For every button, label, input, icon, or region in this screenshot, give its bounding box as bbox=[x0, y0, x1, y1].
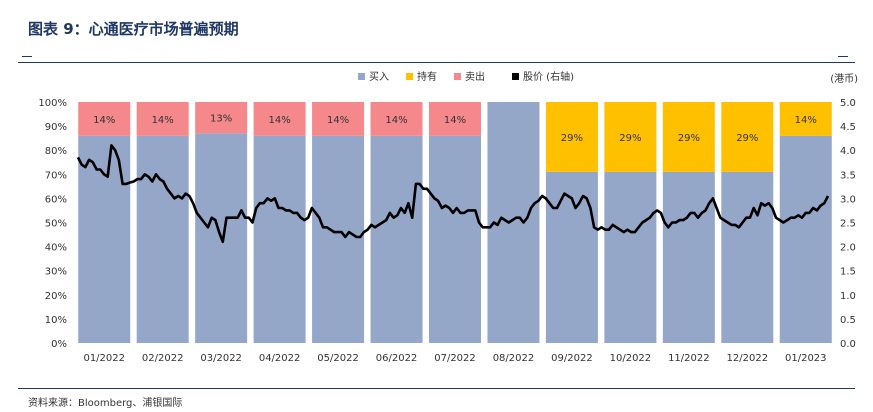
data-label: 29% bbox=[678, 133, 700, 144]
title-rule bbox=[18, 62, 855, 63]
data-label: 14% bbox=[152, 115, 174, 126]
bar-segment-buy bbox=[604, 171, 657, 343]
bar-segment-hold bbox=[779, 102, 832, 136]
left-axis: 0% 10% 20% 30% 40% 50% 60% 70% 80% 90% 100% bbox=[38, 98, 67, 350]
data-labels: 14% 14% 13% 14% 14% 14% 14% 29% 29% 29% 29% 14% bbox=[93, 114, 817, 144]
bar-segment-hold bbox=[604, 102, 657, 172]
data-label: 29% bbox=[736, 133, 758, 144]
rule-marker-left bbox=[22, 56, 32, 57]
left-tick-label: 70% bbox=[45, 170, 67, 181]
bar-segment-buy bbox=[721, 171, 774, 343]
legend-swatch bbox=[358, 73, 365, 80]
x-tick-label: 10/2022 bbox=[610, 353, 652, 364]
bar-segment-buy bbox=[429, 135, 481, 343]
left-tick-label: 10% bbox=[45, 315, 67, 326]
x-tick-label: 03/2022 bbox=[200, 353, 242, 364]
left-tick-label: 80% bbox=[45, 146, 67, 157]
bar-segment-sell bbox=[78, 102, 131, 136]
legend-label: 持有 bbox=[417, 70, 437, 83]
left-tick-label: 50% bbox=[45, 219, 67, 230]
data-label: 14% bbox=[444, 115, 466, 126]
left-tick-label: 60% bbox=[45, 194, 67, 205]
price-line-layer bbox=[76, 144, 830, 244]
source-rule bbox=[18, 388, 855, 389]
left-tick-label: 40% bbox=[45, 243, 67, 254]
right-axis: 0.0 0.5 1.0 1.5 2.0 2.5 3.0 3.5 4.0 4.5 5.0 bbox=[840, 98, 856, 350]
bar-segment-buy bbox=[312, 135, 365, 343]
right-tick-label: 4.0 bbox=[840, 146, 856, 157]
bar-segment-buy bbox=[662, 171, 715, 343]
x-tick-label: 08/2022 bbox=[493, 353, 535, 364]
x-tick-label: 09/2022 bbox=[551, 353, 593, 364]
left-tick-label: 100% bbox=[38, 98, 67, 109]
bar-segment-sell bbox=[312, 102, 365, 136]
left-tick-label: 20% bbox=[45, 291, 67, 302]
right-axis-unit: (港币) bbox=[830, 73, 858, 85]
data-label: 14% bbox=[385, 115, 407, 126]
bar-segment-sell bbox=[370, 102, 423, 136]
data-label: 14% bbox=[327, 115, 349, 126]
right-tick-label: 1.0 bbox=[840, 291, 856, 302]
right-tick-label: 0.5 bbox=[840, 315, 856, 326]
data-label: 13% bbox=[210, 114, 232, 125]
right-tick-label: 3.5 bbox=[840, 170, 856, 181]
bar-segment-hold bbox=[545, 102, 598, 172]
x-tick-label: 06/2022 bbox=[376, 353, 418, 364]
data-label: 14% bbox=[795, 115, 817, 126]
right-tick-label: 2.5 bbox=[840, 219, 856, 230]
right-tick-label: 4.5 bbox=[840, 122, 856, 133]
price-line bbox=[76, 144, 830, 244]
figure-title: 图表 9：心通医疗市场普遍预期 bbox=[28, 20, 239, 38]
data-label: 14% bbox=[268, 115, 290, 126]
bar-segment-sell bbox=[429, 102, 481, 136]
stacked-bars bbox=[78, 102, 832, 343]
right-tick-label: 3.0 bbox=[840, 194, 856, 205]
bar-segment-hold bbox=[721, 102, 774, 172]
x-tick-label: 07/2022 bbox=[434, 353, 476, 364]
right-tick-label: 2.0 bbox=[840, 243, 856, 254]
left-tick-label: 90% bbox=[45, 122, 67, 133]
bar-segment-hold bbox=[662, 102, 715, 172]
x-tick-label: 12/2022 bbox=[727, 353, 769, 364]
legend-label: 买入 bbox=[369, 71, 389, 83]
data-label: 14% bbox=[93, 115, 115, 126]
right-tick-label: 0.0 bbox=[840, 339, 856, 350]
legend-swatch bbox=[406, 73, 413, 80]
x-tick-label: 01/2023 bbox=[785, 353, 827, 364]
x-tick-label: 11/2022 bbox=[668, 353, 710, 364]
legend-swatch bbox=[512, 73, 519, 80]
bar-segment-sell bbox=[195, 102, 248, 134]
x-tick-label: 01/2022 bbox=[83, 353, 125, 364]
x-tick-label: 02/2022 bbox=[142, 353, 184, 364]
x-tick-label: 04/2022 bbox=[259, 353, 301, 364]
legend-label: 股价 (右轴) bbox=[523, 70, 574, 83]
bar-segment-buy bbox=[253, 135, 306, 343]
bar-segment-sell bbox=[136, 102, 189, 136]
legend-label: 卖出 bbox=[465, 70, 485, 83]
legend: 买入 持有 卖出 股价 (右轴) bbox=[358, 70, 574, 83]
bar-segment-buy bbox=[136, 135, 189, 343]
left-tick-label: 0% bbox=[51, 339, 67, 350]
data-label: 29% bbox=[561, 133, 583, 144]
rule-marker-right bbox=[838, 56, 848, 57]
source-note: 资料来源：Bloomberg、浦银国际 bbox=[28, 398, 183, 409]
right-tick-label: 1.5 bbox=[840, 267, 856, 278]
bar-segment-buy bbox=[779, 135, 832, 343]
legend-swatch bbox=[454, 73, 461, 80]
right-tick-label: 5.0 bbox=[840, 98, 856, 109]
bar-segment-buy bbox=[370, 135, 423, 343]
left-tick-label: 30% bbox=[45, 267, 67, 278]
data-label: 29% bbox=[619, 133, 641, 144]
bar-segment-sell bbox=[253, 102, 306, 136]
x-axis: 01/2022 02/2022 03/2022 04/2022 05/2022 06/20… bbox=[83, 353, 826, 364]
x-tick-label: 05/2022 bbox=[317, 353, 359, 364]
